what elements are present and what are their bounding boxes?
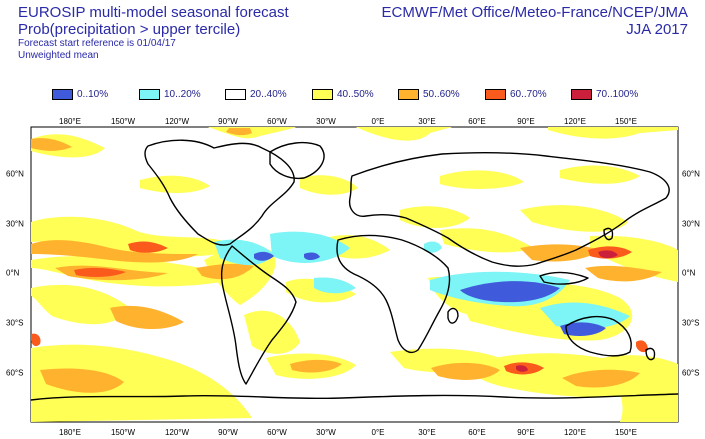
top-lon-tick-30e: 30°E [418,117,436,126]
legend-label: 0..10% [77,89,109,100]
bottom-lon-tick-90e: 90°E [517,428,535,437]
coastline-madagascar [447,307,459,324]
right-lat-tick-30n: 30°N [682,219,700,229]
world-probability-map [30,126,679,423]
bottom-lon-tick-60w: 60°W [267,428,287,437]
coastlines [30,139,679,401]
weighting-note: Unweighted mean [18,50,99,61]
bottom-lon-tick-30e: 30°E [418,428,436,437]
source-block: ECMWF/Met Office/Meteo-France/NCEP/JMA J… [382,4,688,38]
main-title: EUROSIP multi-model seasonal forecast [18,4,289,21]
legend-swatch [485,89,506,100]
legend-swatch [571,89,592,100]
bottom-lon-tick-90w: 90°W [218,428,238,437]
legend-label: 60..70% [510,89,547,100]
legend-label: 40..50% [337,89,374,100]
top-lon-tick-90e: 90°E [517,117,535,126]
bottom-lon-tick-30w: 30°W [316,428,336,437]
top-lon-tick-120e: 120°E [564,117,586,126]
left-lat-tick-30s: 30°S [6,318,24,328]
bottom-lon-tick-180e: 180°E [59,428,81,437]
shade-70-100 [516,250,618,372]
coastline-japan [603,227,614,241]
coastline-antarctica [30,393,679,401]
legend-swatch [139,89,160,100]
coastline-north-america [144,139,295,246]
top-lon-tick-30w: 30°W [316,117,336,126]
source-agencies: ECMWF/Met Office/Meteo-France/NCEP/JMA [381,4,688,21]
bottom-lon-tick-150w: 150°W [110,428,136,437]
top-lon-tick-120w: 120°W [164,117,190,126]
legend-swatch [52,89,73,100]
top-lon-tick-90w: 90°W [218,117,238,126]
legend-label: 10..20% [164,89,201,100]
top-lon-tick-60e: 60°E [468,117,486,126]
forecast-map [0,118,705,439]
bottom-lon-tick-150e: 150°E [615,428,637,437]
shade-0-10 [254,251,606,336]
left-lat-tick-30n: 30°N [6,219,24,229]
right-lat-tick-60s: 60°S [682,368,700,378]
coastline-indonesia [539,271,589,285]
title-block: EUROSIP multi-model seasonal forecast Pr… [18,4,378,62]
probability-legend: 0..10% 10..20% 20..40% 40..50% 50..60% 6… [52,88,692,104]
forecast-start-reference: Forecast start reference is 01/04/17 [18,38,176,49]
legend-label: 70..100% [596,89,639,100]
legend-swatch [312,89,333,100]
left-lat-tick-60n: 60°N [6,169,24,179]
coastline-south-america [220,245,297,385]
top-lon-tick-180e: 180°E [59,117,81,126]
right-lat-tick-30s: 30°S [682,318,700,328]
coastline-australia [565,315,632,357]
coastline-new-zealand [645,347,656,361]
coastline-eurasia [348,152,670,267]
top-lon-tick-150e: 150°E [615,117,637,126]
top-lon-tick-150w: 150°W [110,117,136,126]
variable-title: Prob(precipitation > upper tercile) [18,21,241,38]
left-lat-tick-60s: 60°S [6,368,24,378]
right-lat-tick-60n: 60°N [682,169,700,179]
top-lon-tick-0e: 0°E [371,117,385,126]
legend-label: 50..60% [423,89,460,100]
right-lat-tick-0n: 0°N [682,268,696,278]
bottom-lon-tick-120e: 120°E [564,428,586,437]
coastline-africa [336,234,451,354]
legend-swatch [398,89,419,100]
bottom-lon-tick-60e: 60°E [468,428,486,437]
top-lon-tick-60w: 60°W [267,117,287,126]
forecast-season: JJA 2017 [626,21,688,38]
coastline-greenland [269,141,325,180]
bottom-lon-tick-0e: 0°E [371,428,385,437]
legend-label: 20..40% [250,89,287,100]
left-lat-tick-0n: 0°N [6,268,20,278]
bottom-lon-tick-120w: 120°W [164,428,190,437]
legend-swatch [225,89,246,100]
